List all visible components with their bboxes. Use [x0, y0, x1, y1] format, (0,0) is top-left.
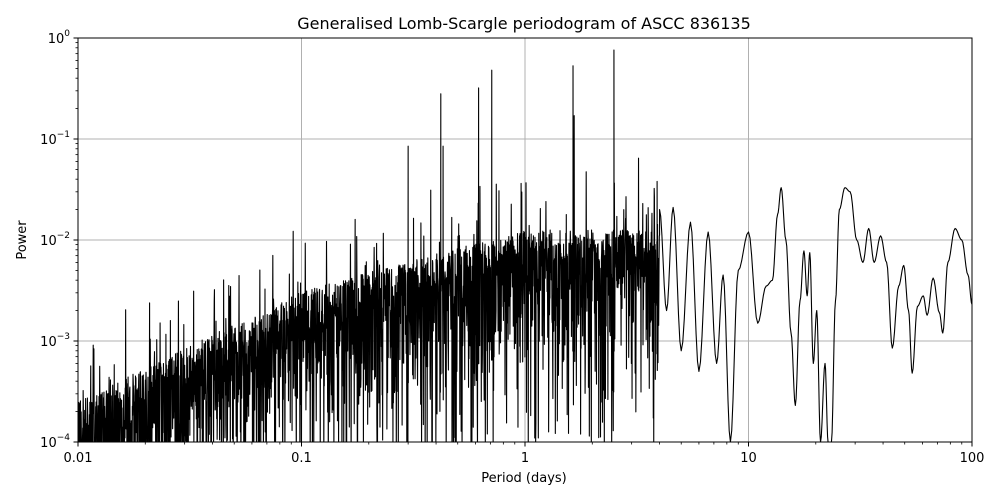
x-tick-label: 100	[960, 451, 985, 466]
y-axis-ticks: 10−4 10−3 10−2 10−1 100	[40, 29, 78, 451]
chart-title: Generalised Lomb-Scargle periodogram of …	[297, 14, 751, 33]
x-tick-label: 1	[521, 451, 529, 466]
y-tick-label: 10−4	[40, 433, 70, 451]
y-tick-label: 10−2	[40, 231, 70, 249]
y-tick-label: 10−3	[40, 332, 70, 350]
power-series	[78, 49, 972, 442]
power-line	[78, 49, 972, 442]
y-tick-label: 10−1	[40, 130, 70, 148]
y-tick-label: 100	[48, 29, 71, 47]
x-tick-label: 0.1	[291, 451, 312, 466]
x-axis-ticks: 0.01 0.1 1 10 100	[64, 442, 985, 466]
x-tick-label: 0.01	[64, 451, 93, 466]
y-axis-label: Power	[15, 220, 30, 260]
x-tick-label: 10	[740, 451, 757, 466]
x-axis-label: Period (days)	[481, 471, 567, 486]
